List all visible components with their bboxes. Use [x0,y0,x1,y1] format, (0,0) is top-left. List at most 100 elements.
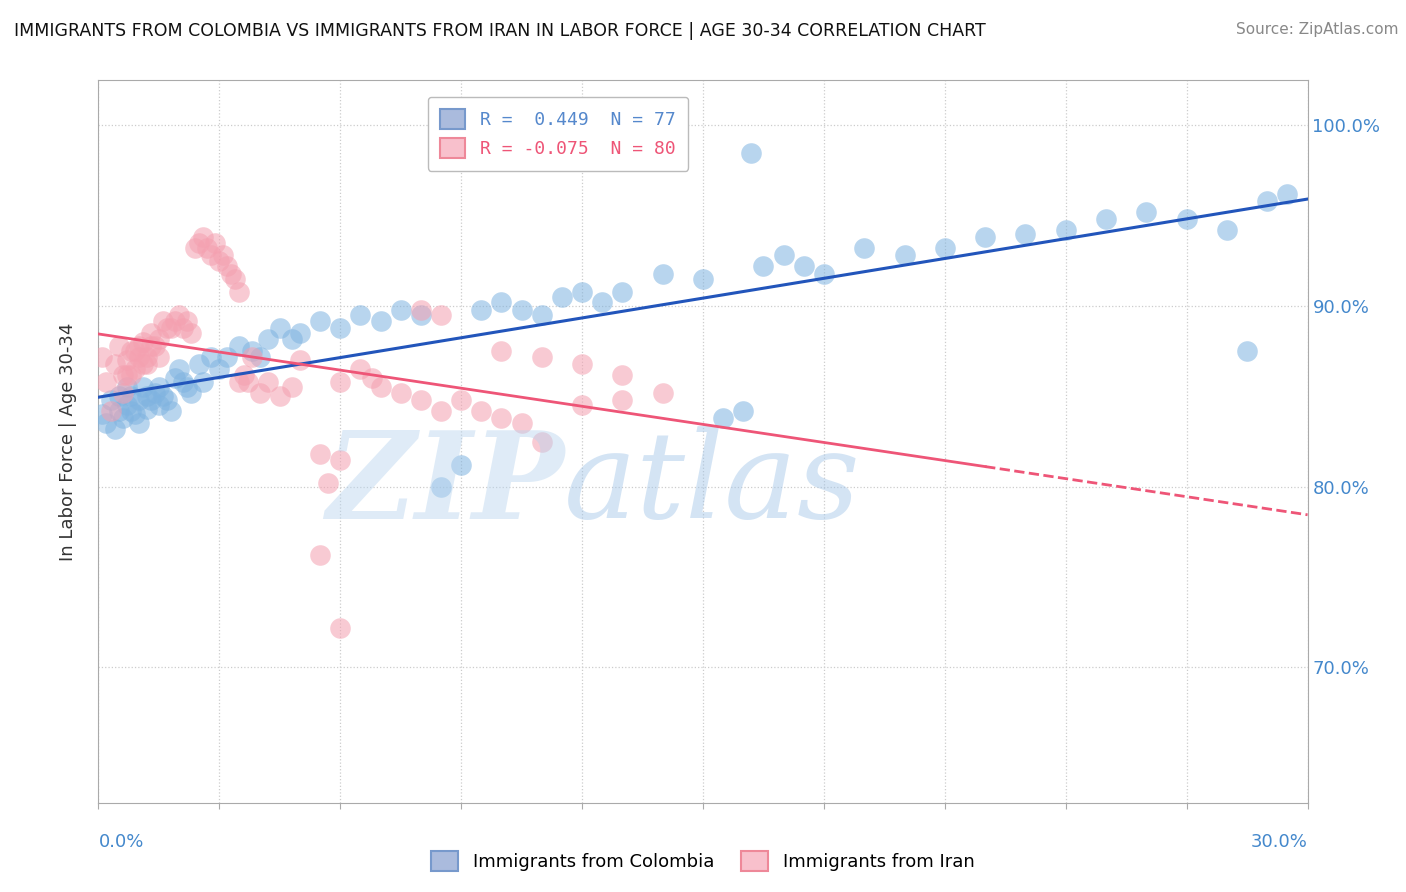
Point [551,290,574,304]
Point [132,357,155,371]
Text: ZIP: ZIP [326,425,564,544]
Point [450,392,472,407]
Point [156,320,179,334]
Point [217,350,239,364]
Point [893,248,915,262]
Y-axis label: In Labor Force | Age 30-34: In Labor Force | Age 30-34 [59,322,77,561]
Point [530,308,553,322]
Point [200,248,222,262]
Point [733,404,755,418]
Point [143,339,166,353]
Point [115,398,138,412]
Point [172,320,194,334]
Point [160,320,183,334]
Point [240,344,263,359]
Point [309,313,332,327]
Point [167,362,190,376]
Text: IMMIGRANTS FROM COLOMBIA VS IMMIGRANTS FROM IRAN IN LABOR FORCE | AGE 30-34 CORR: IMMIGRANTS FROM COLOMBIA VS IMMIGRANTS F… [14,22,986,40]
Point [316,476,339,491]
Point [281,332,304,346]
Point [612,368,634,382]
Point [107,404,129,418]
Point [510,417,533,431]
Point [1216,223,1239,237]
Point [329,621,352,635]
Point [195,241,218,255]
Legend: R =  0.449  N = 77, R = -0.075  N = 80: R = 0.449 N = 77, R = -0.075 N = 80 [427,96,689,170]
Point [1256,194,1278,209]
Point [148,380,170,394]
Point [100,392,122,407]
Point [96,375,118,389]
Point [163,371,186,385]
Point [430,404,453,418]
Point [1135,205,1157,219]
Point [510,302,533,317]
Point [409,392,432,407]
Point [156,392,179,407]
Point [172,375,194,389]
Point [204,235,226,250]
Point [124,362,146,376]
Text: 0.0%: 0.0% [98,833,143,851]
Point [232,368,254,382]
Point [591,295,613,310]
Point [349,308,371,322]
Point [176,380,198,394]
Point [139,392,162,407]
Point [470,302,492,317]
Point [409,308,432,322]
Point [180,385,202,400]
Point [409,302,432,317]
Point [249,385,271,400]
Point [1175,212,1198,227]
Point [612,285,634,299]
Point [389,302,412,317]
Point [132,380,155,394]
Point [107,339,129,353]
Point [228,339,250,353]
Point [692,272,714,286]
Point [120,368,142,382]
Point [124,344,146,359]
Point [236,375,259,389]
Point [120,344,142,359]
Point [240,350,263,364]
Point [329,375,352,389]
Point [208,362,231,376]
Point [143,385,166,400]
Point [288,326,311,340]
Point [651,267,673,281]
Point [430,480,453,494]
Point [152,313,174,327]
Point [813,267,835,281]
Point [309,549,332,563]
Point [370,380,392,394]
Point [329,320,352,334]
Point [571,398,593,412]
Point [193,375,215,389]
Point [389,385,412,400]
Point [269,389,291,403]
Point [1014,227,1036,241]
Point [111,411,134,425]
Point [135,389,157,403]
Point [96,417,118,431]
Point [491,411,513,425]
Text: 30.0%: 30.0% [1251,833,1308,851]
Point [217,260,239,274]
Point [329,452,352,467]
Point [188,235,211,250]
Point [128,417,150,431]
Point [176,313,198,327]
Text: atlas: atlas [564,426,860,543]
Point [269,320,291,334]
Point [228,285,250,299]
Point [188,357,211,371]
Point [120,389,142,403]
Point [163,313,186,327]
Point [349,362,371,376]
Point [132,335,155,350]
Point [974,230,997,244]
Point [193,230,215,244]
